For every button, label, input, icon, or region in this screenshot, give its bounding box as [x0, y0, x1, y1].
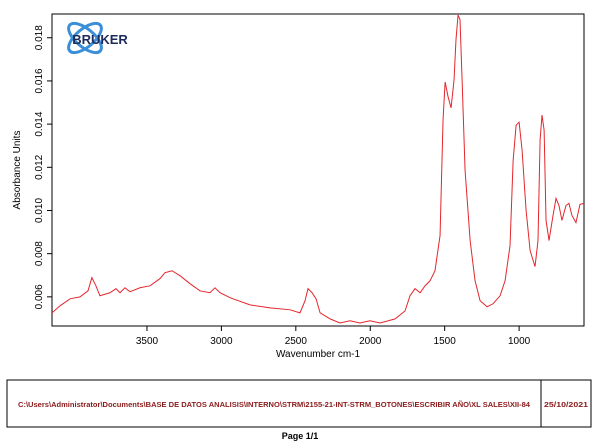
- x-axis-title: Wavenumber cm-1: [276, 349, 361, 360]
- logo: BRUKER: [67, 21, 128, 55]
- plot-frame: [51, 13, 585, 327]
- y-tick-label: 0.010: [34, 198, 45, 223]
- y-tick-label: 0.008: [34, 241, 45, 266]
- page-label: Page 1/1: [282, 431, 319, 441]
- y-tick-label: 0.006: [34, 284, 45, 309]
- x-tick-label: 2000: [359, 336, 382, 347]
- y-tick-label: 0.018: [34, 25, 45, 50]
- x-tick-label: 3000: [210, 336, 233, 347]
- footer-box: [6, 379, 592, 428]
- spectrum-line: [51, 14, 585, 324]
- x-tick-label: 3500: [136, 336, 159, 347]
- logo-orbit: [67, 21, 103, 55]
- file-path: C:\Users\Administrator\Documents\BASE DE…: [18, 400, 530, 409]
- date: 25/10/2021: [544, 402, 588, 409]
- y-tick-label: 0.012: [34, 154, 45, 179]
- y-tick-label: 0.016: [34, 68, 45, 93]
- y-axis-title: Absorbance Units: [12, 131, 23, 210]
- x-tick-label: 1000: [508, 336, 531, 347]
- x-tick-label: 1500: [434, 336, 457, 347]
- logo-text: BRUKER: [72, 32, 128, 47]
- logo-orbit: [67, 21, 103, 55]
- x-tick-label: 2500: [285, 336, 308, 347]
- y-tick-label: 0.014: [34, 111, 45, 136]
